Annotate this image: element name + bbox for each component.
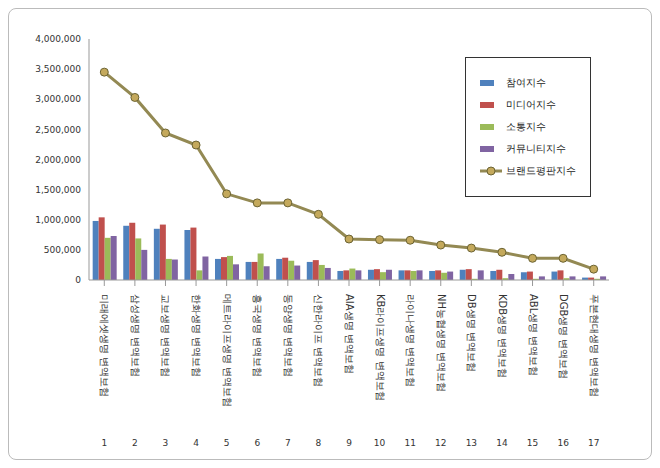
svg-text:17: 17 xyxy=(588,438,599,448)
svg-text:KDB생명 변액보험: KDB생명 변액보험 xyxy=(497,294,508,378)
html-text:소통지수: 소통지수 xyxy=(506,121,546,132)
svg-text:11: 11 xyxy=(404,438,415,448)
svg-text:3: 3 xyxy=(163,438,169,448)
svg-text:16: 16 xyxy=(557,438,569,448)
svg-text:8: 8 xyxy=(316,438,322,448)
svg-text:미래에셋생명 변액보험: 미래에셋생명 변액보험 xyxy=(99,294,110,397)
svg-text:7: 7 xyxy=(285,438,291,448)
svg-text:DB생명 변액보험: DB생명 변액보험 xyxy=(466,294,477,372)
svg-text:ABL생명 변액보험: ABL생명 변액보험 xyxy=(528,294,539,376)
svg-text:KB라이프생명 변액보험: KB라이프생명 변액보험 xyxy=(375,294,386,401)
svg-text:3,000,000: 3,000,000 xyxy=(35,94,81,104)
svg-text:2,000,000: 2,000,000 xyxy=(35,155,81,165)
svg-text:삼성생명 변액보험: 삼성생명 변액보험 xyxy=(130,294,141,377)
html-text:미디어지수: 미디어지수 xyxy=(506,99,556,110)
svg-text:12: 12 xyxy=(435,438,446,448)
svg-text:2,500,000: 2,500,000 xyxy=(35,125,81,135)
svg-text:NH농협생명 변액보험: NH농협생명 변액보험 xyxy=(436,294,447,392)
svg-text:13: 13 xyxy=(466,438,477,448)
svg-text:9: 9 xyxy=(346,438,352,448)
svg-text:교보생명 변액보험: 교보생명 변액보험 xyxy=(160,294,171,377)
svg-text:500,000: 500,000 xyxy=(44,245,81,255)
svg-text:4: 4 xyxy=(193,438,199,448)
svg-text:동양생명 변액보험: 동양생명 변액보험 xyxy=(283,294,294,377)
svg-text:1,500,000: 1,500,000 xyxy=(35,185,81,195)
svg-text:2: 2 xyxy=(132,438,138,448)
svg-text:10: 10 xyxy=(374,438,386,448)
html-text:브랜드평판지수: 브랜드평판지수 xyxy=(506,165,576,176)
svg-text:6: 6 xyxy=(254,438,260,448)
svg-text:신한라이프 변액보험: 신한라이프 변액보험 xyxy=(313,294,324,387)
svg-text:한화생명 변액보험: 한화생명 변액보험 xyxy=(191,294,202,377)
svg-text:4,000,000: 4,000,000 xyxy=(35,34,81,44)
svg-text:0: 0 xyxy=(75,275,81,285)
svg-text:5: 5 xyxy=(224,438,230,448)
svg-text:3,500,000: 3,500,000 xyxy=(35,64,81,74)
svg-text:1,000,000: 1,000,000 xyxy=(35,215,81,225)
html-text:커뮤니티지수: 커뮤니티지수 xyxy=(506,143,566,154)
svg-text:메트라이프생명 변액보험: 메트라이프생명 변액보험 xyxy=(222,294,233,407)
svg-text:DGB생명 변액보험: DGB생명 변액보험 xyxy=(558,294,569,380)
svg-text:흥국생명 변액보험: 흥국생명 변액보험 xyxy=(252,294,263,377)
svg-text:AIA생명 변액보험: AIA생명 변액보험 xyxy=(344,294,355,374)
svg-text:라이나생명 변액보험: 라이나생명 변액보험 xyxy=(405,294,416,387)
svg-text:14: 14 xyxy=(496,438,508,448)
svg-text:1: 1 xyxy=(101,438,107,448)
html-text:참여지수: 참여지수 xyxy=(506,77,546,88)
svg-text:15: 15 xyxy=(527,438,538,448)
svg-text:푸본현대생명 변액보험: 푸본현대생명 변액보험 xyxy=(589,294,600,397)
